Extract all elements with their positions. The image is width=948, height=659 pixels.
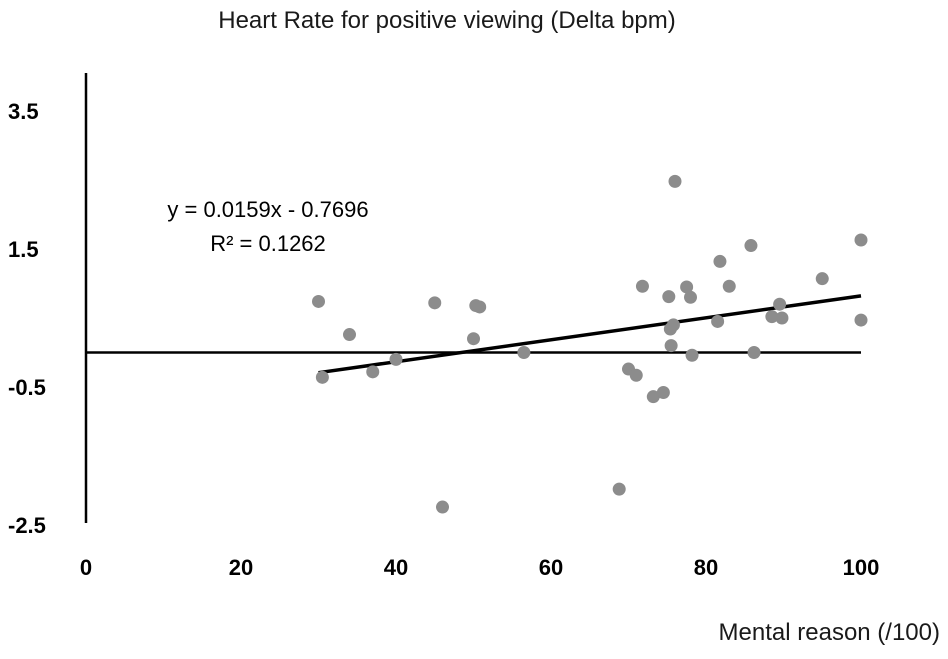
data-point (815, 272, 829, 286)
data-point (612, 482, 626, 496)
data-point (747, 346, 761, 359)
data-point (664, 339, 678, 353)
data-point (473, 300, 487, 314)
data-point (389, 352, 403, 366)
x-tick-label: 40 (384, 555, 408, 580)
x-axis-label: Mental reason (/100) (719, 619, 940, 646)
data-point (428, 296, 442, 310)
data-point (722, 279, 736, 293)
data-points (312, 174, 868, 514)
data-point (765, 310, 779, 324)
x-tick-label: 100 (843, 555, 880, 580)
y-tick-label: -0.5 (8, 375, 46, 400)
x-tick-label: 0 (80, 555, 92, 580)
x-tick-labels: 0 20 40 60 80 100 (80, 555, 879, 580)
data-point (666, 318, 680, 332)
data-point (668, 174, 682, 188)
data-point (684, 290, 697, 304)
data-point (436, 500, 449, 514)
trendline (318, 294, 862, 375)
x-tick-label: 60 (539, 555, 563, 580)
data-point (680, 280, 694, 294)
chart-title: Heart Rate for positive viewing (Delta b… (218, 7, 676, 34)
x-tick-label: 80 (694, 555, 718, 580)
data-point (635, 279, 649, 293)
trendline-equation: y = 0.0159x - 0.7696 (167, 197, 368, 222)
data-point (315, 370, 329, 384)
data-point (467, 332, 480, 346)
y-tick-label: -2.5 (8, 513, 46, 538)
trendline-r-squared: R² = 0.1262 (210, 231, 326, 256)
data-point (685, 348, 699, 362)
y-tick-label: 1.5 (8, 237, 39, 262)
data-point (517, 346, 531, 359)
data-point (713, 254, 727, 268)
x-tick-label: 20 (229, 555, 253, 580)
data-point (656, 386, 670, 400)
data-point (744, 239, 758, 253)
data-point (646, 390, 660, 404)
data-point (854, 313, 868, 327)
y-tick-label: 3.5 (8, 99, 39, 124)
data-point (854, 233, 868, 247)
data-point (775, 311, 789, 325)
data-point (662, 290, 676, 304)
data-point (773, 297, 787, 311)
data-point (629, 368, 643, 382)
data-point (711, 314, 725, 328)
y-tick-labels: 3.5 1.5 -0.5 -2.5 (8, 99, 46, 538)
data-point (312, 294, 325, 308)
data-point (343, 328, 356, 342)
data-point (366, 365, 380, 379)
